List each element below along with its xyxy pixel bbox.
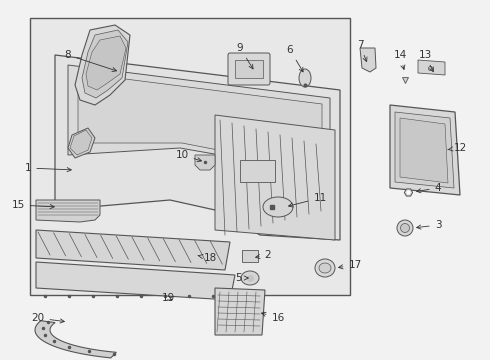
Text: 5: 5: [235, 273, 248, 283]
Text: 1: 1: [24, 163, 71, 173]
Text: 3: 3: [416, 220, 441, 230]
Polygon shape: [36, 200, 100, 222]
Polygon shape: [390, 105, 460, 195]
Text: 2: 2: [256, 250, 271, 260]
Text: 17: 17: [339, 260, 362, 270]
Ellipse shape: [299, 69, 311, 87]
Polygon shape: [36, 262, 235, 300]
Text: 8: 8: [65, 50, 117, 72]
Polygon shape: [86, 36, 126, 90]
Text: 10: 10: [175, 150, 201, 162]
Polygon shape: [78, 73, 322, 168]
Polygon shape: [395, 112, 454, 188]
Text: 18: 18: [198, 253, 217, 263]
Text: 6: 6: [287, 45, 303, 72]
Text: 19: 19: [161, 293, 174, 303]
Polygon shape: [418, 60, 445, 75]
Polygon shape: [55, 55, 340, 240]
Ellipse shape: [263, 197, 293, 217]
Text: 13: 13: [418, 50, 433, 72]
Bar: [242, 250, 258, 262]
Polygon shape: [82, 30, 128, 98]
Text: 15: 15: [11, 200, 54, 210]
Polygon shape: [68, 65, 330, 175]
Polygon shape: [215, 288, 265, 335]
Polygon shape: [75, 25, 130, 105]
Polygon shape: [68, 128, 95, 158]
Text: 14: 14: [393, 50, 407, 69]
Text: 11: 11: [289, 193, 327, 207]
Polygon shape: [70, 130, 92, 155]
Text: 4: 4: [416, 183, 441, 193]
Text: 12: 12: [448, 143, 466, 153]
Text: 9: 9: [237, 43, 253, 69]
Ellipse shape: [315, 259, 335, 277]
Bar: [235, 60, 263, 78]
Polygon shape: [215, 115, 335, 240]
Polygon shape: [195, 155, 215, 170]
Bar: [240, 160, 275, 182]
Ellipse shape: [241, 271, 259, 285]
Ellipse shape: [400, 224, 410, 233]
Text: 7: 7: [357, 40, 367, 62]
Polygon shape: [400, 118, 448, 183]
FancyBboxPatch shape: [228, 53, 270, 85]
Text: 20: 20: [31, 313, 64, 323]
Polygon shape: [36, 230, 230, 270]
Polygon shape: [30, 18, 350, 295]
Text: 16: 16: [262, 312, 285, 323]
Ellipse shape: [397, 220, 413, 236]
Polygon shape: [35, 321, 116, 358]
Polygon shape: [360, 48, 376, 72]
Ellipse shape: [319, 263, 331, 273]
